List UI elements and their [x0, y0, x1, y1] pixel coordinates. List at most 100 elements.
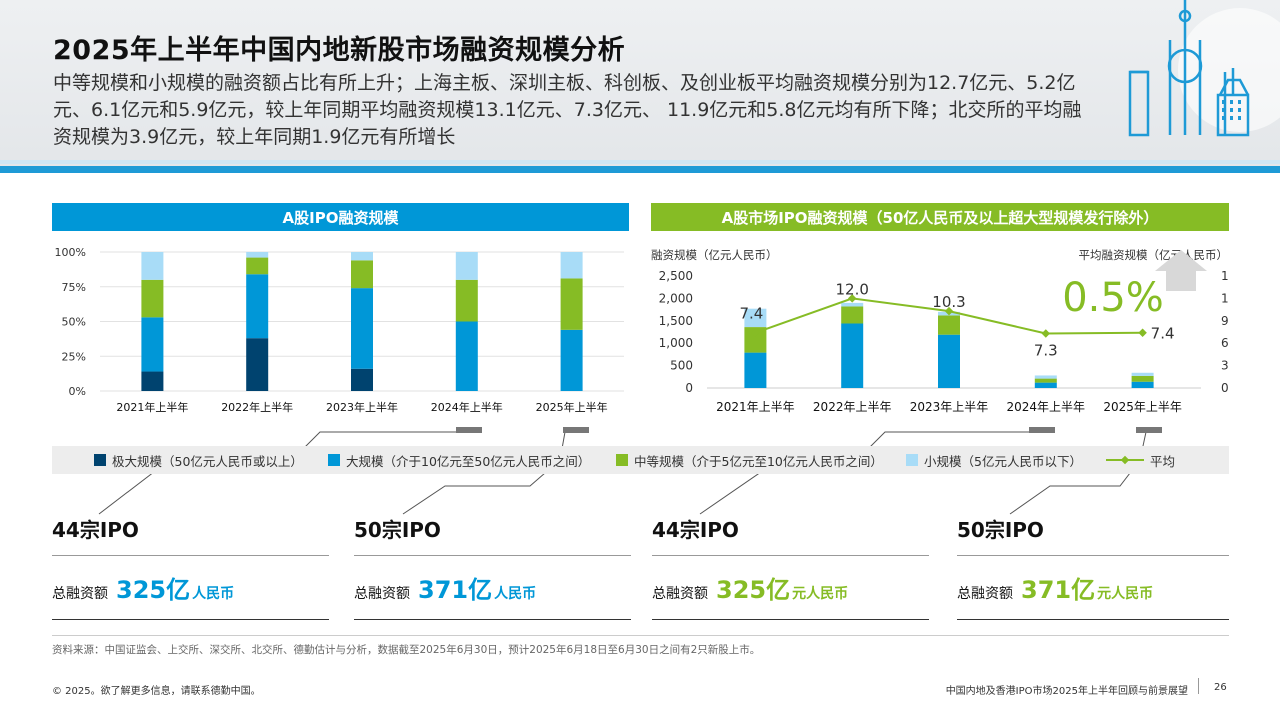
- y-tick-label: 2,500: [659, 269, 693, 283]
- x-tick-label: 2023年上半年: [326, 400, 398, 414]
- legend-small: 小规模（5亿元人民币以下）: [906, 451, 1082, 470]
- average-data-label: 7.4: [1151, 325, 1175, 343]
- bar-segment: [841, 302, 864, 307]
- amount-unit: 元人民币: [792, 586, 849, 602]
- total-financing: 总融资额 325 亿 人民币: [52, 570, 329, 605]
- right-axis-label: 平均融资规模（亿元人民币）: [1079, 248, 1229, 262]
- x-tick-label: 2025年上半年: [1103, 400, 1182, 414]
- bar-segment: [455, 321, 478, 391]
- total-label: 总融资额: [354, 586, 410, 602]
- total-amount: 371: [418, 576, 469, 604]
- legend-swatch-large: [328, 454, 340, 466]
- source-note: 资料来源：中国证监会、上交所、深交所、北交所、德勤估计与分析，数据截至2025年…: [52, 644, 761, 656]
- amount-yi: 亿: [1071, 576, 1096, 604]
- bar-segment: [351, 252, 373, 261]
- y-tick-label: 0%: [69, 385, 86, 398]
- divider: [354, 619, 631, 620]
- chart-legend: 极大规模（50亿元人民币或以上） 大规模（介于10亿元至50亿元人民币之间） 中…: [52, 446, 1229, 474]
- bar-segment: [744, 352, 767, 388]
- divider: [652, 555, 929, 556]
- left-percent-stacked-bar-chart: 0% 25% 50% 75% 100% 2021年上半年 2022年上半年 2023年上半年 2…: [55, 246, 624, 414]
- total-financing: 总融资额 371 亿 元人民币: [957, 570, 1229, 605]
- y2-tick-label: 6: [1221, 336, 1229, 350]
- x-tick-label: 2024年上半年: [1007, 400, 1086, 414]
- source-divider: [52, 635, 1229, 636]
- stat-block-3: 44宗IPO 总融资额 325 亿 元人民币: [652, 514, 929, 620]
- total-label: 总融资额: [52, 586, 108, 602]
- legend-average: 平均: [1106, 451, 1175, 470]
- amount-yi: 亿: [766, 576, 791, 604]
- y-tick-label: 1,500: [659, 314, 693, 328]
- total-financing: 总融资额 325 亿 元人民币: [652, 570, 929, 605]
- legend-label: 大规模（介于10亿元至50亿元人民币之间）: [346, 453, 591, 469]
- y-tick-label: 500: [670, 359, 693, 373]
- bar-segment: [246, 257, 269, 275]
- average-data-label: 7.4: [739, 305, 763, 323]
- bar-segment: [560, 252, 583, 279]
- bar-segment: [1034, 382, 1057, 388]
- legend-label: 小规模（5亿元人民币以下）: [924, 453, 1082, 469]
- bar-segment: [351, 260, 373, 289]
- growth-percentage: 0.5%: [1062, 275, 1164, 321]
- header-stripe: [0, 166, 1280, 173]
- x-tick-label: 2021年上半年: [716, 400, 795, 414]
- bar-segment: [1034, 375, 1057, 379]
- bar-segment: [744, 308, 767, 328]
- x-tick-label: 2021年上半年: [116, 400, 188, 414]
- page-number: 26: [1214, 682, 1227, 693]
- ipo-count: 44宗IPO: [652, 518, 739, 542]
- total-amount: 325: [116, 576, 167, 604]
- x-tick-label: 2024年上半年: [431, 400, 503, 414]
- legend-swatch-medium: [616, 454, 628, 466]
- y-tick-label: 50%: [62, 316, 86, 329]
- page-subtitle: 中等规模和小规模的融资额占比有所上升；上海主板、深圳主板、科创板、及创业板平均融…: [53, 72, 1082, 148]
- bar-segment: [1131, 372, 1154, 376]
- y-tick-label: 2,000: [659, 291, 693, 305]
- bar-segment: [141, 252, 164, 280]
- up-arrow-icon: [1155, 250, 1207, 291]
- y-tick-label: 100%: [55, 246, 86, 259]
- legend-swatch-small: [906, 454, 918, 466]
- average-data-label: 10.3: [932, 293, 965, 311]
- y-tick-label: 75%: [62, 281, 86, 294]
- page-title: 2025年上半年中国内地新股市场融资规模分析: [53, 35, 626, 66]
- average-data-label: 12.0: [835, 280, 868, 298]
- bar-segment: [841, 323, 864, 388]
- y2-tick-label: 0: [1221, 381, 1229, 395]
- divider: [957, 555, 1229, 556]
- right-stacked-bar-line-chart: 融资规模（亿元人民币） 平均融资规模（亿元人民币） 0 500 1,000 1,500 2,…: [651, 248, 1229, 414]
- y2-tick-label: 9: [1221, 314, 1229, 328]
- bar-segment: [938, 315, 960, 335]
- legend-large: 大规模（介于10亿元至50亿元人民币之间）: [328, 451, 590, 470]
- divider: [52, 555, 329, 556]
- divider: [52, 619, 329, 620]
- ipo-count: 50宗IPO: [957, 518, 1044, 542]
- x-tick-label: 2023年上半年: [910, 400, 989, 414]
- divider: [957, 619, 1229, 620]
- footer-separator: [1198, 678, 1199, 694]
- bar-segment: [246, 252, 269, 258]
- x-tick-label: 2022年上半年: [221, 400, 293, 414]
- bar-segment: [938, 334, 960, 388]
- amount-yi: 亿: [468, 576, 493, 604]
- amount-yi: 亿: [166, 576, 191, 604]
- bar-segment: [246, 274, 269, 339]
- bar-segment: [1131, 375, 1154, 382]
- header-band: [0, 0, 1280, 172]
- ipo-count: 44宗IPO: [52, 518, 139, 542]
- bar-segment: [351, 288, 373, 369]
- total-amount: 325: [716, 576, 767, 604]
- legend-medium: 中等规模（介于5亿元至10亿元人民币之间）: [616, 451, 883, 470]
- amount-unit: 人民币: [494, 586, 537, 602]
- bar-segment: [560, 329, 583, 391]
- stat-block-1: 44宗IPO 总融资额 325 亿 人民币: [52, 514, 329, 620]
- average-point: [1138, 328, 1147, 337]
- left-axis-label: 融资规模（亿元人民币）: [651, 248, 778, 262]
- bar-segment: [560, 278, 583, 330]
- y2-tick-label: 12: [1221, 291, 1229, 305]
- average-data-label: 7.3: [1034, 341, 1058, 359]
- amount-unit: 人民币: [192, 586, 235, 602]
- skyline-illustration: [1128, 0, 1280, 137]
- bar-segment: [141, 371, 164, 391]
- legend-label: 中等规模（介于5亿元至10亿元人民币之间）: [634, 453, 883, 469]
